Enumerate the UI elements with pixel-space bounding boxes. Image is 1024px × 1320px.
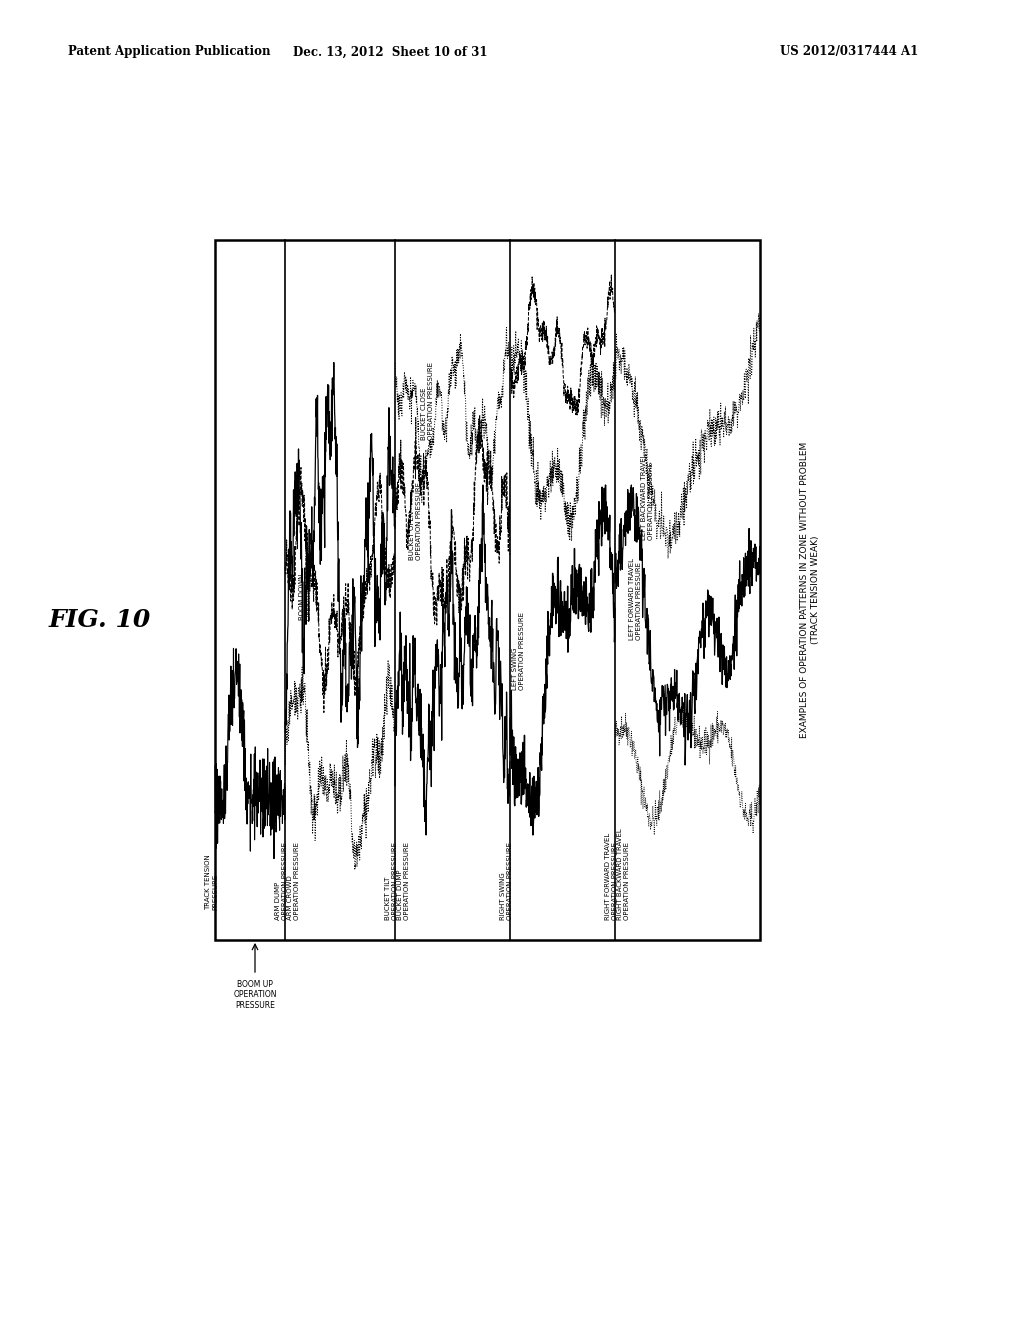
Text: LEFT FORWARD TRAVEL
OPERATION PRESSURE: LEFT FORWARD TRAVEL OPERATION PRESSURE [629,558,642,640]
Text: RIGHT BACKWARD TRAVEL
OPERATION PRESSURE: RIGHT BACKWARD TRAVEL OPERATION PRESSURE [617,828,630,920]
Text: ARM CROWD
OPERATION PRESSURE: ARM CROWD OPERATION PRESSURE [287,842,300,920]
Text: RIGHT SWING
OPERATION PRESSURE: RIGHT SWING OPERATION PRESSURE [500,842,513,920]
Text: FIG. 10: FIG. 10 [49,609,152,632]
Text: BUCKET OPEN
OPERATION PRESSURE: BUCKET OPEN OPERATION PRESSURE [409,482,422,560]
Text: BUCKET TILT
OPERATION PRESSURE: BUCKET TILT OPERATION PRESSURE [385,842,398,920]
Text: LEFT SWING
OPERATION PRESSURE: LEFT SWING OPERATION PRESSURE [512,612,525,690]
Text: BUCKET DUMP
OPERATION PRESSURE: BUCKET DUMP OPERATION PRESSURE [397,842,410,920]
Text: Patent Application Publication: Patent Application Publication [68,45,270,58]
Text: ARM DUMP
OPERATION PRESSURE: ARM DUMP OPERATION PRESSURE [275,842,288,920]
Text: LEFT BACKWARD TRAVEL
OPERATION PRESSURE: LEFT BACKWARD TRAVEL OPERATION PRESSURE [641,454,654,540]
Text: BUCKET CLOSE
OPERATION PRESSURE: BUCKET CLOSE OPERATION PRESSURE [421,362,434,440]
Text: BOOM UP
OPERATION
PRESSURE: BOOM UP OPERATION PRESSURE [233,979,276,1010]
Bar [215,240,760,940]
Text: RIGHT FORWARD TRAVEL
OPERATION PRESSURE: RIGHT FORWARD TRAVEL OPERATION PRESSURE [605,833,618,920]
Text: TRACK TENSION
PRESSURE: TRACK TENSION PRESSURE [205,854,218,909]
Text: US 2012/0317444 A1: US 2012/0317444 A1 [780,45,919,58]
Text: EXAMPLES OF OPERATION PATTERNS IN ZONE WITHOUT PROBLEM
(TRACK TENSION WEAK): EXAMPLES OF OPERATION PATTERNS IN ZONE W… [801,442,819,738]
Text: BOOM DOWN
OPERATION PRESSURE: BOOM DOWN OPERATION PRESSURE [299,543,312,620]
Text: Dec. 13, 2012  Sheet 10 of 31: Dec. 13, 2012 Sheet 10 of 31 [293,45,487,58]
